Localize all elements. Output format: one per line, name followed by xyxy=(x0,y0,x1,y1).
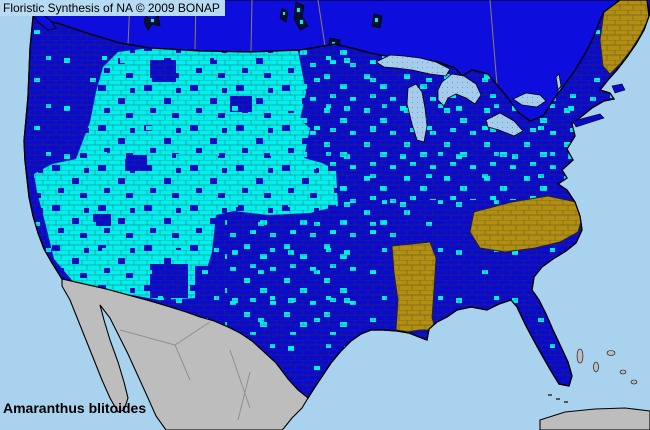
bahamas-islands xyxy=(576,348,638,385)
cape-cod xyxy=(611,83,626,94)
great-lakes xyxy=(375,54,562,143)
cuba-region xyxy=(539,407,650,430)
species-name-label: Amaranthus blitoides xyxy=(3,400,147,416)
lake-erie xyxy=(485,112,524,137)
province-borders xyxy=(127,0,498,86)
title-bar: Floristic Synthesis of NA © 2009 BONAP xyxy=(0,0,225,16)
canada-lakes xyxy=(143,1,383,51)
lake-superior xyxy=(375,54,451,77)
mexico-region xyxy=(61,278,309,430)
florida-keys xyxy=(548,394,568,403)
long-island xyxy=(572,113,605,128)
lake-michigan xyxy=(406,83,428,143)
lake-huron xyxy=(437,73,482,107)
map-title: Floristic Synthesis of NA © 2009 BONAP xyxy=(3,1,220,15)
lake-ontario xyxy=(512,92,547,108)
mexico-state-borders xyxy=(119,321,251,421)
lake-champlain xyxy=(555,73,562,92)
